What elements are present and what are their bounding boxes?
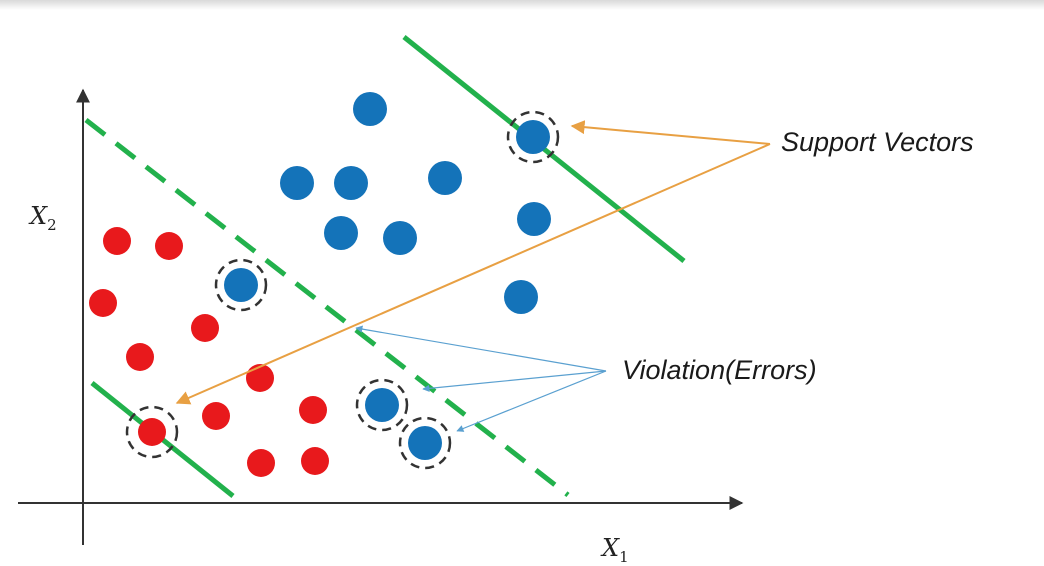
violation-arrows: [355, 325, 607, 432]
top-shadow: [0, 0, 1044, 10]
support-vector-arrows: [175, 120, 771, 405]
red-point: [89, 289, 117, 317]
x-axis-label: X1: [600, 534, 629, 566]
red-point: [191, 314, 219, 342]
blue-point: [383, 221, 417, 255]
blue-point: [334, 166, 368, 200]
blue-point: [408, 426, 442, 460]
red-point: [126, 343, 154, 371]
support-vector-arrow: [175, 143, 771, 405]
red-point: [202, 402, 230, 430]
blue-class-points: [224, 92, 551, 460]
blue-point: [516, 120, 550, 154]
y-axis-letter: X: [28, 202, 48, 230]
highlight-circle: [355, 378, 409, 432]
highlight-circle: [214, 258, 268, 312]
highlight-circles: [125, 110, 560, 470]
red-point: [299, 396, 327, 424]
blue-point: [353, 92, 387, 126]
decision-boundary-dashed-line: [84, 118, 570, 497]
highlight-circle: [398, 416, 452, 470]
red-point: [103, 227, 131, 255]
x-axis-letter: X: [600, 534, 620, 562]
violation-arrow: [456, 370, 607, 432]
y-axis-subscript: 2: [47, 216, 57, 234]
support-vector-arrow: [570, 120, 771, 145]
x-axis-subscript: 1: [619, 548, 629, 566]
blue-point: [504, 280, 538, 314]
blue-point: [517, 202, 551, 236]
red-point: [246, 364, 274, 392]
violations-label: Violation(Errors): [622, 355, 817, 385]
red-point: [155, 232, 183, 260]
y-axis-label: X2: [28, 202, 57, 234]
blue-point: [224, 268, 258, 302]
violation-arrow: [422, 370, 607, 392]
blue-point: [365, 388, 399, 422]
highlight-circle: [125, 405, 179, 459]
violation-arrow: [355, 325, 607, 372]
highlight-circle: [506, 110, 560, 164]
red-point: [301, 447, 329, 475]
blue-point: [280, 166, 314, 200]
blue-point: [428, 161, 462, 195]
support-vectors-label: Support Vectors: [781, 127, 974, 157]
blue-point: [324, 216, 358, 250]
red-class-points: [89, 227, 329, 477]
red-point: [247, 449, 275, 477]
red-point: [138, 418, 166, 446]
